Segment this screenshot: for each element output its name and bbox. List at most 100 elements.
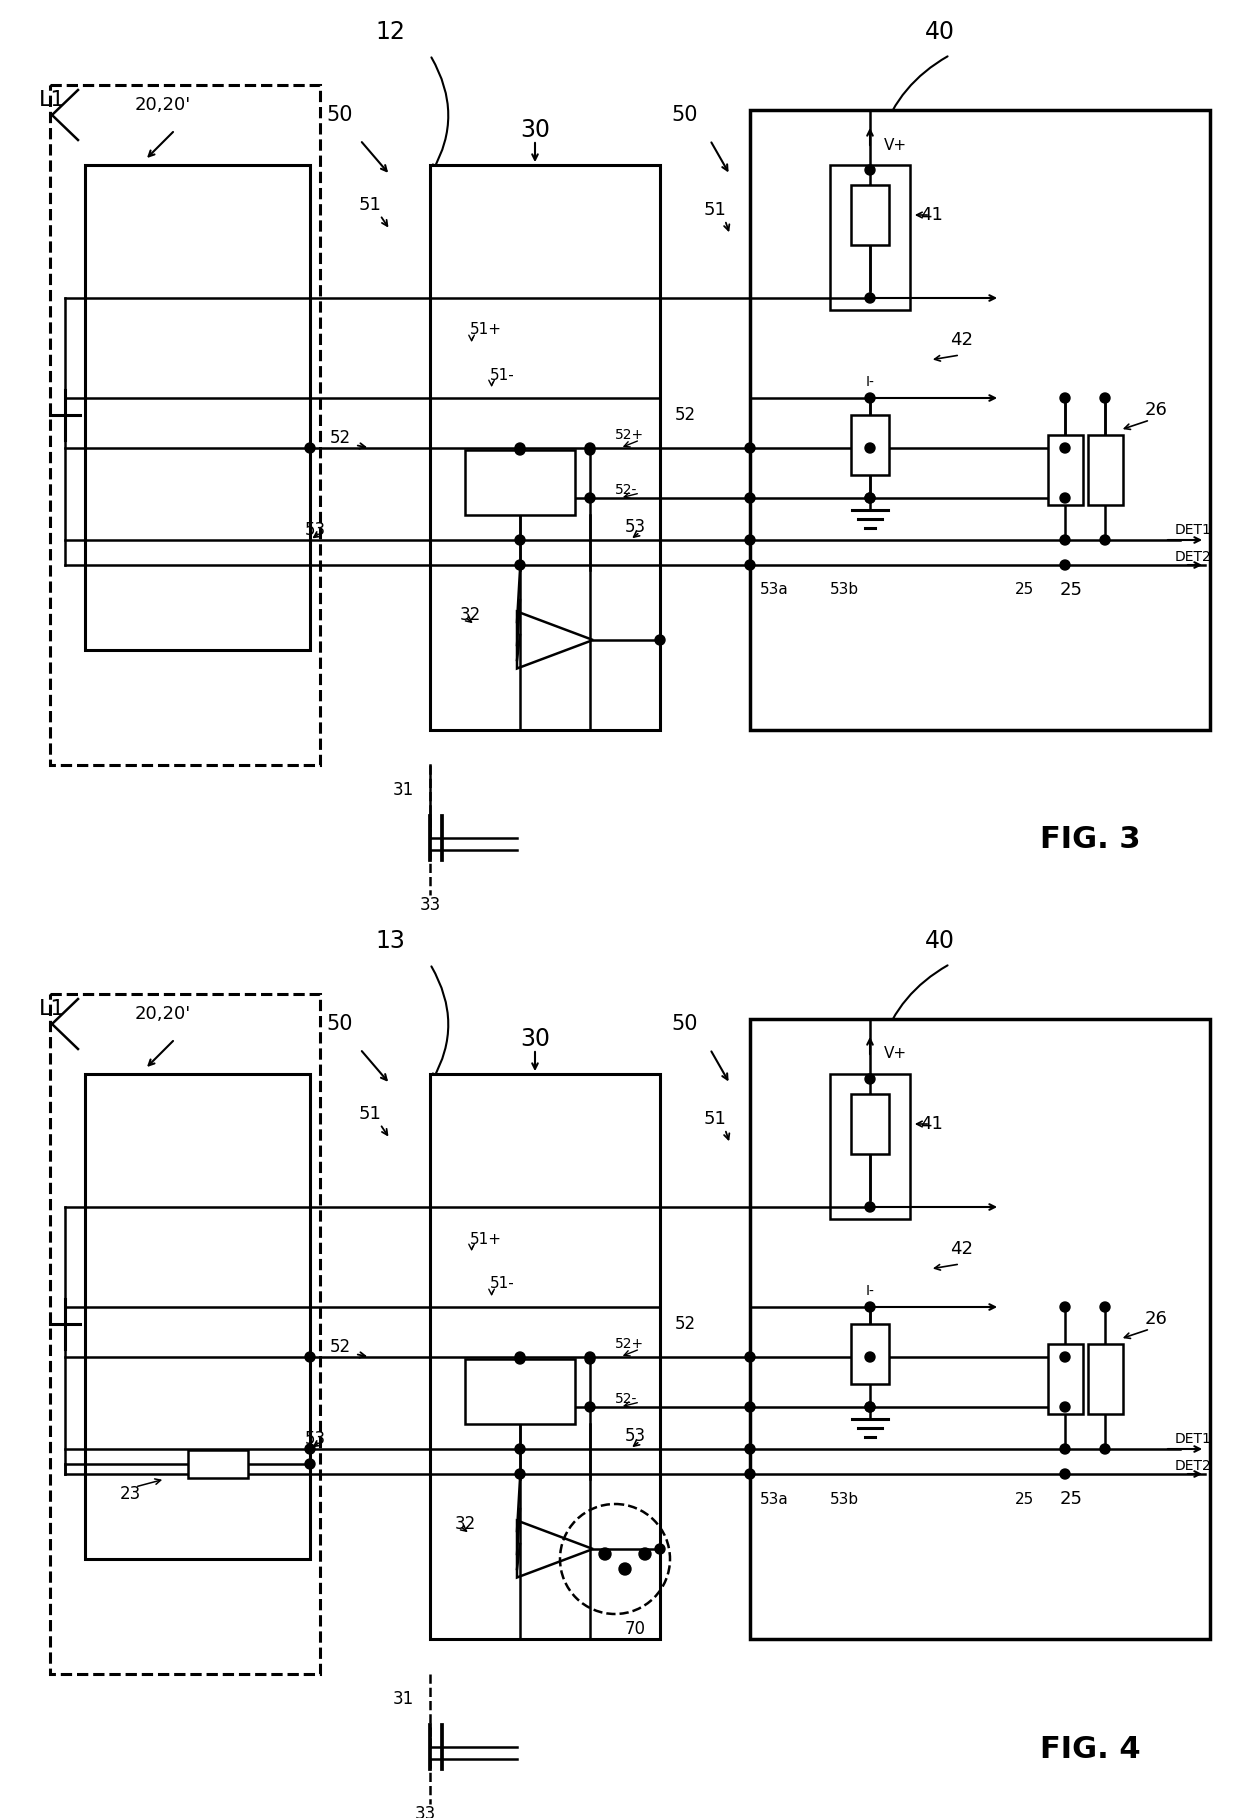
Circle shape <box>639 1547 651 1560</box>
Circle shape <box>1060 444 1070 453</box>
Circle shape <box>305 1443 315 1454</box>
Circle shape <box>866 444 875 453</box>
Circle shape <box>655 1543 665 1554</box>
Circle shape <box>585 493 595 504</box>
Circle shape <box>1100 1302 1110 1313</box>
Circle shape <box>745 560 755 571</box>
Text: 50: 50 <box>672 1014 698 1034</box>
Circle shape <box>619 1563 631 1574</box>
Bar <box>50 994 320 1674</box>
Text: 53: 53 <box>305 1431 326 1447</box>
Text: FIG. 3: FIG. 3 <box>1040 825 1141 854</box>
Circle shape <box>655 634 665 645</box>
Circle shape <box>866 1402 875 1413</box>
Text: 26: 26 <box>1145 1311 1168 1327</box>
Text: 51-: 51- <box>490 1276 515 1291</box>
Text: 70: 70 <box>625 1620 646 1638</box>
Text: 23: 23 <box>120 1485 141 1503</box>
Circle shape <box>866 165 875 175</box>
Circle shape <box>599 1547 611 1560</box>
Circle shape <box>866 1302 875 1313</box>
Text: 60: 60 <box>510 1383 531 1402</box>
Text: 53: 53 <box>625 518 646 536</box>
Text: DET1: DET1 <box>1176 524 1211 536</box>
Text: 53: 53 <box>305 522 326 538</box>
Circle shape <box>515 534 525 545</box>
Text: 52+: 52+ <box>615 427 644 442</box>
Circle shape <box>745 534 755 545</box>
Text: V+: V+ <box>883 1047 906 1062</box>
Circle shape <box>1060 1443 1070 1454</box>
Circle shape <box>866 1074 875 1084</box>
Circle shape <box>866 1402 875 1413</box>
Text: 32: 32 <box>460 605 481 624</box>
Circle shape <box>515 1353 525 1362</box>
Circle shape <box>745 1353 755 1362</box>
Circle shape <box>1060 1402 1070 1413</box>
Circle shape <box>745 493 755 504</box>
Circle shape <box>1100 1443 1110 1454</box>
Circle shape <box>585 445 595 454</box>
Circle shape <box>1060 1302 1070 1313</box>
Text: FIG. 4: FIG. 4 <box>1039 1734 1141 1763</box>
Text: DET2: DET2 <box>1176 551 1211 564</box>
Circle shape <box>866 493 875 504</box>
Text: I+: I+ <box>862 275 878 289</box>
Circle shape <box>866 1353 875 1362</box>
Text: 30: 30 <box>520 118 551 142</box>
Bar <box>750 111 1210 731</box>
Text: DET1: DET1 <box>1176 1433 1211 1445</box>
Text: 51-: 51- <box>490 367 515 382</box>
Bar <box>1048 1344 1083 1414</box>
Text: 53b: 53b <box>830 1491 859 1507</box>
Circle shape <box>515 560 525 571</box>
Text: 41: 41 <box>920 205 942 224</box>
Text: L1: L1 <box>38 1000 66 1020</box>
Text: 52: 52 <box>675 1314 696 1333</box>
Text: 40: 40 <box>925 20 955 44</box>
Circle shape <box>1060 560 1070 571</box>
Text: 51: 51 <box>358 196 382 215</box>
Text: 13: 13 <box>374 929 405 953</box>
Text: 53b: 53b <box>830 582 859 598</box>
Text: 52+: 52+ <box>615 1336 644 1351</box>
Circle shape <box>515 445 525 454</box>
Text: 53a: 53a <box>760 582 789 598</box>
Text: 51: 51 <box>358 1105 382 1124</box>
Text: L1: L1 <box>38 91 66 111</box>
Bar <box>50 85 320 765</box>
Circle shape <box>305 444 315 453</box>
Bar <box>430 1074 660 1640</box>
Bar <box>1087 435 1122 505</box>
Text: 52-: 52- <box>615 484 637 496</box>
Text: 50: 50 <box>327 105 353 125</box>
Bar <box>750 1020 1210 1640</box>
Bar <box>465 1360 575 1423</box>
Text: 52: 52 <box>330 1338 351 1356</box>
Circle shape <box>745 1469 755 1480</box>
Bar <box>1048 435 1083 505</box>
Circle shape <box>515 1443 525 1454</box>
Bar <box>851 1324 889 1383</box>
Text: V+: V+ <box>883 138 906 153</box>
Text: 41: 41 <box>920 1114 942 1133</box>
Bar <box>86 1074 310 1560</box>
Circle shape <box>745 1443 755 1454</box>
Circle shape <box>745 444 755 453</box>
Text: 52: 52 <box>675 405 696 424</box>
Text: 25: 25 <box>1016 582 1034 598</box>
Text: DET2: DET2 <box>1176 1460 1211 1473</box>
Text: 52: 52 <box>330 429 351 447</box>
Text: 31: 31 <box>393 782 414 798</box>
Circle shape <box>1060 534 1070 545</box>
Text: 51+: 51+ <box>470 1231 502 1247</box>
Circle shape <box>585 1353 595 1362</box>
Circle shape <box>515 1354 525 1364</box>
Text: 20,20': 20,20' <box>135 1005 191 1024</box>
Circle shape <box>1100 393 1110 404</box>
Text: 25: 25 <box>1016 1491 1034 1507</box>
Text: 40: 40 <box>925 929 955 953</box>
Circle shape <box>745 1402 755 1413</box>
Text: 51: 51 <box>703 1111 727 1127</box>
Circle shape <box>585 1354 595 1364</box>
